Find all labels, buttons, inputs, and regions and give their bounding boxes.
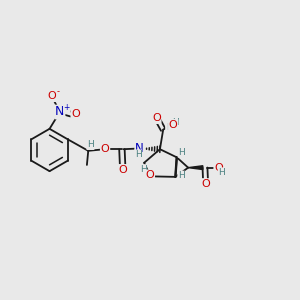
- Text: H: H: [178, 171, 185, 180]
- Text: O: O: [214, 163, 223, 172]
- Text: H: H: [178, 148, 185, 157]
- Text: O: O: [169, 120, 178, 130]
- Text: -: -: [57, 87, 60, 96]
- Text: H: H: [166, 123, 172, 132]
- Text: N: N: [55, 106, 64, 118]
- Text: +: +: [64, 103, 70, 112]
- Text: O: O: [152, 113, 161, 123]
- Text: H: H: [140, 165, 146, 174]
- Text: O: O: [47, 91, 56, 101]
- Text: O: O: [201, 179, 210, 189]
- Text: H: H: [172, 118, 179, 127]
- Text: N: N: [135, 142, 144, 155]
- Text: O: O: [71, 109, 80, 119]
- Text: H: H: [135, 150, 142, 159]
- Text: O: O: [118, 165, 127, 175]
- Text: O: O: [146, 170, 154, 180]
- Text: O: O: [101, 144, 110, 154]
- Text: H: H: [87, 140, 94, 149]
- Polygon shape: [188, 166, 203, 170]
- Text: H: H: [218, 168, 225, 177]
